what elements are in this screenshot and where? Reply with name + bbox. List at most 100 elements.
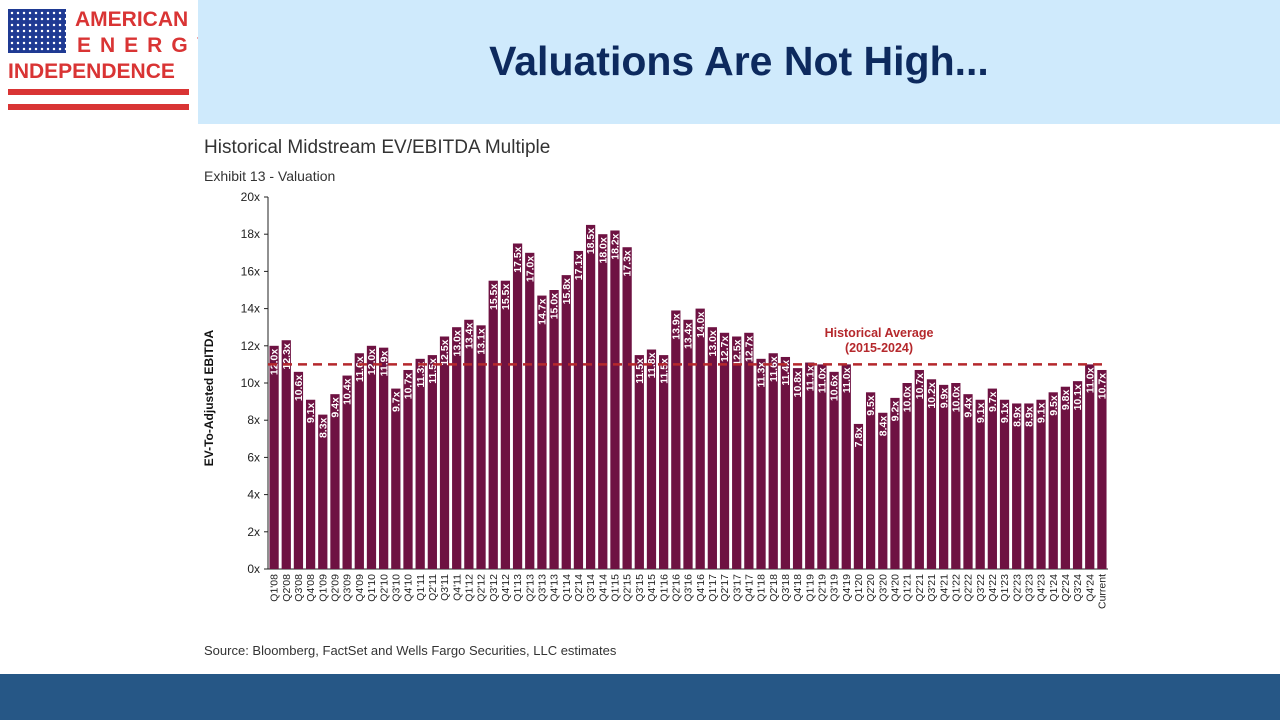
y-tick-label: 8x — [247, 413, 260, 427]
logo-text-line3: INDEPENDENCE — [8, 60, 175, 83]
bar — [939, 384, 949, 569]
x-tick-label: Q3'23 — [1023, 574, 1035, 602]
x-tick-label: Q4'23 — [1036, 574, 1048, 602]
data-label: 14.7x — [537, 298, 549, 324]
bar — [634, 355, 644, 569]
data-label: 15.5x — [488, 284, 500, 310]
x-tick-label: Q1'22 — [950, 574, 962, 602]
bar — [585, 224, 596, 569]
data-label: 11.1x — [804, 365, 816, 391]
x-tick-label: Q4'20 — [890, 574, 902, 602]
data-label: 11.9x — [378, 351, 390, 377]
x-tick-label: Q4'11 — [451, 574, 463, 601]
data-label: 8.4x — [877, 416, 889, 437]
x-tick-label: Q3'11 — [439, 574, 451, 601]
y-axis-label: EV-To-Adjusted EBITDA — [202, 329, 216, 467]
bar — [281, 340, 291, 569]
x-tick-label: Q3'15 — [634, 574, 646, 602]
x-tick-label: Q1'11 — [415, 574, 427, 601]
bar — [951, 383, 961, 569]
x-tick-label: Q1'14 — [561, 574, 573, 602]
x-tick-label: Q1'24 — [1048, 574, 1060, 602]
logo-text-line2: ENERGY — [77, 34, 220, 57]
x-tick-label: Q3'18 — [780, 574, 792, 602]
x-tick-label: Q2'17 — [719, 574, 731, 602]
x-tick-label: Q4'14 — [597, 574, 609, 602]
data-label: 11.6x — [354, 356, 366, 382]
data-label: 13.1x — [476, 328, 488, 354]
bar — [963, 394, 973, 569]
data-label: 9.1x — [999, 403, 1011, 424]
bar — [439, 336, 450, 569]
x-tick-label: Q3'13 — [537, 574, 549, 602]
average-label-period: (2015-2024) — [845, 341, 913, 355]
bar — [330, 394, 340, 569]
bar — [1072, 381, 1083, 569]
data-label: 13.0x — [451, 330, 463, 356]
bar — [549, 290, 559, 569]
data-label: 11.3x — [415, 362, 427, 388]
bar — [366, 345, 377, 569]
x-tick-label: Q4'08 — [305, 574, 317, 602]
bar — [1036, 399, 1046, 569]
x-tick-label: Q2'13 — [524, 574, 536, 602]
data-label: 9.5x — [865, 395, 877, 416]
bar — [452, 327, 462, 569]
bar — [1012, 403, 1022, 569]
data-label: 17.1x — [573, 254, 585, 280]
bar — [1097, 369, 1107, 569]
bar — [768, 353, 778, 569]
y-tick-label: 16x — [241, 264, 260, 278]
data-label: 9.8x — [1060, 390, 1072, 411]
bar — [914, 369, 924, 569]
data-label: 12.5x — [731, 339, 743, 365]
data-label: 15.5x — [500, 284, 512, 310]
data-label: 10.6x — [293, 375, 305, 401]
x-tick-label: Q4'17 — [743, 574, 755, 602]
data-label: 11.5x — [634, 358, 646, 384]
data-label: 15.0x — [549, 293, 561, 319]
footer-band — [0, 674, 1280, 720]
x-tick-label: Q1'23 — [999, 574, 1011, 602]
y-tick-label: 4x — [247, 488, 260, 502]
x-tick-label: Q4'16 — [695, 574, 707, 602]
data-label: 11.8x — [646, 352, 658, 378]
data-label: 11.6x — [768, 356, 780, 382]
x-tick-label: Q1'18 — [756, 574, 768, 602]
bar — [719, 332, 730, 569]
y-tick-label: 2x — [247, 525, 260, 539]
data-label: 10.4x — [342, 378, 354, 404]
slide-title: Valuations Are Not High... — [489, 38, 989, 84]
x-tick-label: Q4'18 — [792, 574, 804, 602]
data-label: 8.3x — [317, 417, 329, 438]
bar — [878, 412, 888, 569]
bar — [354, 353, 364, 569]
x-tick-label: Q1'16 — [658, 574, 670, 602]
data-label: 13.4x — [463, 323, 475, 349]
bar — [488, 280, 498, 569]
x-tick-label: Q2'23 — [1011, 574, 1023, 602]
bar — [695, 308, 705, 569]
x-tick-label: Q3'22 — [975, 574, 987, 602]
bar — [853, 423, 864, 569]
x-tick-label: Q3'08 — [293, 574, 305, 602]
bar — [318, 414, 328, 569]
bar — [646, 349, 657, 569]
bar — [707, 327, 717, 569]
y-tick-label: 12x — [241, 339, 260, 353]
data-label: 10.2x — [926, 382, 938, 408]
data-label: 10.7x — [914, 373, 926, 399]
data-label: 9.1x — [305, 403, 317, 424]
x-tick-label: Q4'21 — [938, 574, 950, 602]
data-label: 11.5x — [658, 358, 670, 384]
y-tick-label: 6x — [247, 450, 260, 464]
bar — [561, 275, 571, 569]
data-label: 10.0x — [902, 386, 914, 412]
data-label: 9.4x — [330, 397, 342, 418]
data-label: 17.5x — [512, 246, 524, 272]
average-label: Historical Average — [825, 326, 934, 340]
data-label: 11.4x — [780, 360, 792, 386]
bar — [512, 243, 523, 569]
x-tick-label: Q2'10 — [378, 574, 390, 602]
brand-logo: AMERICAN ENERGY INDEPENDENCE — [0, 0, 211, 124]
